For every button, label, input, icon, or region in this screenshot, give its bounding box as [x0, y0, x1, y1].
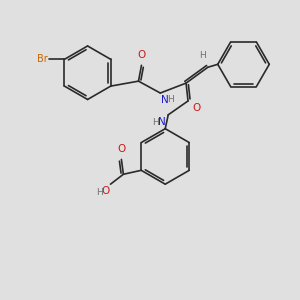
Text: N: N [158, 117, 166, 127]
Text: H: H [167, 95, 174, 104]
Text: O: O [101, 186, 110, 196]
Text: O: O [117, 145, 125, 154]
Text: O: O [137, 50, 146, 60]
Text: Br: Br [37, 54, 48, 64]
Text: N: N [161, 95, 169, 105]
Text: O: O [193, 103, 201, 113]
Text: H: H [152, 118, 159, 127]
Text: H: H [200, 51, 206, 60]
Text: H: H [96, 188, 103, 197]
